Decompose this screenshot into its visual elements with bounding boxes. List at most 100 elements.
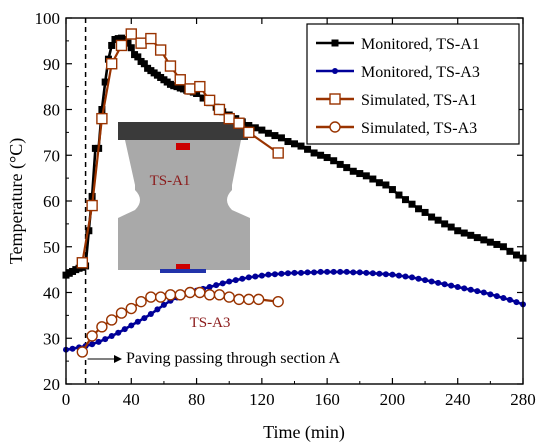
data-point [223, 291, 235, 303]
data-point [487, 291, 494, 298]
data-point [271, 132, 279, 140]
data-point [395, 272, 402, 279]
data-point [264, 129, 272, 137]
data-point [428, 213, 436, 221]
data-point [199, 94, 207, 102]
data-point [140, 60, 148, 68]
x-tick-label: 80 [188, 390, 205, 409]
deck-slab [118, 122, 248, 140]
series-4 [76, 286, 284, 358]
data-point [125, 302, 137, 315]
data-point [115, 329, 122, 336]
annotation-arrowhead [114, 355, 122, 363]
data-point [124, 39, 132, 47]
section-label-ts-a1: TS-A1 [150, 173, 191, 189]
data-point [441, 281, 448, 288]
data-point [331, 39, 339, 47]
data-point [258, 126, 266, 134]
data-point [164, 289, 177, 301]
section-label-ts-a3: TS-A3 [190, 315, 231, 331]
data-point [362, 172, 370, 180]
data-point [317, 151, 325, 159]
x-tick-label: 160 [314, 390, 340, 409]
data-point [108, 41, 116, 49]
data-point [369, 175, 377, 183]
data-point [213, 282, 220, 289]
data-point [127, 44, 135, 52]
data-point [135, 295, 147, 308]
data-point [251, 124, 259, 132]
data-point [506, 247, 514, 255]
data-point [434, 216, 442, 224]
data-point [310, 149, 318, 157]
cross-section-inset [118, 122, 250, 273]
data-point [134, 53, 142, 61]
data-point [164, 60, 177, 72]
legend-label: Monitored, TS-A1 [361, 36, 480, 53]
y-tick-label: 30 [43, 329, 60, 348]
data-point [454, 284, 461, 291]
data-point [96, 321, 108, 333]
data-point [304, 269, 311, 276]
data-point [304, 145, 312, 153]
data-point [213, 289, 226, 301]
x-tick-label: 120 [249, 390, 275, 409]
y-tick-label: 100 [35, 9, 61, 28]
data-point [272, 147, 284, 159]
data-point [324, 268, 331, 275]
data-point [145, 291, 157, 303]
data-point [473, 234, 481, 242]
data-point [160, 301, 167, 308]
y-tick-label: 50 [43, 238, 60, 257]
data-point [332, 68, 338, 74]
data-point [376, 270, 383, 277]
data-point [226, 278, 233, 285]
data-point [98, 106, 106, 113]
data-point [121, 326, 128, 333]
data-point [317, 268, 324, 275]
data-point [193, 89, 201, 97]
data-point [128, 322, 135, 329]
x-tick-label: 280 [510, 390, 536, 409]
sensor-ts-a3-marker [176, 264, 190, 270]
data-point [95, 338, 102, 345]
sensor-ts-a3-base [160, 269, 206, 273]
legend-label: Simulated, TS-A3 [361, 120, 477, 137]
data-point [278, 270, 285, 277]
data-point [382, 181, 390, 189]
y-tick-label: 80 [43, 101, 60, 120]
data-point [121, 36, 129, 44]
data-point [395, 191, 403, 199]
data-point [145, 32, 157, 45]
sensor-ts-a1-marker [176, 143, 190, 150]
data-point [389, 271, 396, 278]
data-point [284, 270, 291, 277]
series-3 [76, 28, 284, 269]
data-point [184, 286, 196, 299]
x-axis-title: Time (min) [263, 422, 345, 443]
data-point [402, 273, 409, 280]
data-point [141, 315, 148, 322]
data-point [363, 269, 370, 276]
data-point [69, 345, 76, 352]
y-tick-label: 20 [43, 375, 60, 394]
paving-annotation: Paving passing through section A [126, 350, 341, 367]
data-point [493, 240, 501, 248]
data-point [435, 279, 442, 286]
data-point [500, 294, 507, 301]
data-point [203, 289, 216, 301]
data-point [422, 277, 429, 284]
data-point [239, 275, 246, 282]
data-point [135, 37, 147, 49]
data-point [265, 271, 272, 278]
data-point [415, 205, 423, 213]
legend: Monitored, TS-A1 Monitored, TS-A3 Simulate… [306, 23, 520, 145]
y-tick-label: 70 [43, 146, 60, 165]
data-point [233, 117, 245, 129]
data-point [174, 74, 186, 86]
data-point [375, 179, 383, 187]
data-point [86, 330, 98, 342]
axes: 0 40 80 120 160 200 240 280 20 30 40 50 60 70 80 90 100 [35, 9, 536, 409]
data-point [336, 160, 344, 168]
data-point [277, 134, 285, 142]
